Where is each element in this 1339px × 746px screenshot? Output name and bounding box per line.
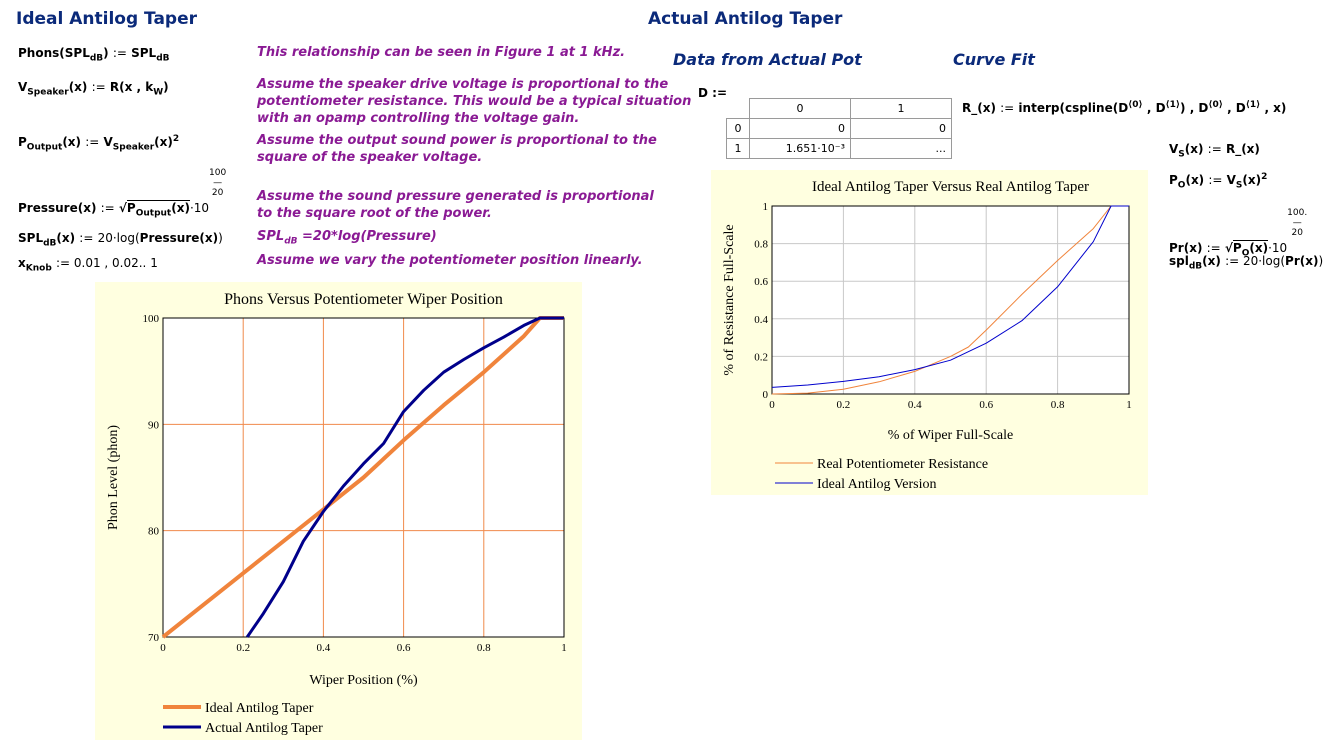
- y-tick-label: 0: [763, 389, 769, 401]
- x-tick-label: 0.8: [1051, 399, 1065, 411]
- x-tick-label: 0.2: [236, 642, 250, 654]
- matrix-row[interactable]: 1 1.651·10⁻³ ...: [726, 138, 952, 159]
- heading-curve-fit: Curve Fit: [953, 50, 1035, 69]
- comment-poutput: Assume the output sound power is proport…: [257, 133, 657, 165]
- x-axis-label: % of Wiper Full-Scale: [888, 428, 1014, 443]
- y-axis-label: % of Resistance Full-Scale: [722, 224, 737, 375]
- plot-frame: [771, 205, 1130, 395]
- equation-r-interp[interactable]: R_(x) := interp(cspline(D⟨0⟩ , D⟨1⟩) , D…: [962, 100, 1287, 115]
- comment-spl-text: =20*log(Pressure): [302, 229, 437, 244]
- legend-label: Real Potentiometer Resistance: [817, 457, 988, 472]
- equation-pressure[interactable]: Pressure(x) := √POutput(x)·10100—20: [18, 168, 227, 219]
- x-tick-label: 1: [1126, 399, 1132, 411]
- equation-vspeaker[interactable]: VSpeaker(x) := R(x , kW): [18, 80, 169, 98]
- y-tick-label: 90: [148, 419, 160, 431]
- y-tick-label: 0.8: [754, 239, 768, 251]
- matrix-col-header: 0: [749, 98, 851, 119]
- comment-spl: SPLdB =20*log(Pressure): [257, 229, 437, 247]
- legend-label: Ideal Antilog Taper: [205, 701, 314, 716]
- matrix-label: D :=: [698, 86, 727, 100]
- chart-taper[interactable]: Ideal Antilog Taper Versus Real Antilog …: [711, 170, 1148, 495]
- equation-xknob[interactable]: xKnob := 0.01 , 0.02.. 1: [18, 256, 158, 274]
- x-tick-label: 0.8: [477, 642, 491, 654]
- matrix-row-index: 1: [726, 138, 750, 159]
- x-tick-label: 0.6: [979, 399, 993, 411]
- y-axis-label: Phon Level (phon): [106, 425, 121, 530]
- x-tick-label: 0.4: [908, 399, 922, 411]
- chart-title: Ideal Antilog Taper Versus Real Antilog …: [812, 179, 1089, 195]
- plot-frame: [162, 317, 565, 638]
- y-tick-label: 70: [148, 632, 160, 644]
- plot-area: [772, 206, 1129, 394]
- comment-vspeaker: Assume the speaker drive voltage is prop…: [257, 77, 692, 126]
- chart-taper-svg: Ideal Antilog Taper Versus Real Antilog …: [722, 179, 1132, 492]
- series-line-a: [161, 316, 564, 639]
- chart-phons-svg: Phons Versus Potentiometer Wiper Positio…: [106, 291, 567, 736]
- matrix-cell[interactable]: 0: [749, 118, 851, 139]
- matrix-row[interactable]: 0 0 0: [726, 118, 952, 139]
- series-line-a: [771, 205, 1129, 395]
- chart-title: Phons Versus Potentiometer Wiper Positio…: [224, 291, 503, 308]
- x-tick-label: 1: [561, 642, 567, 654]
- heading-data-from-pot: Data from Actual Pot: [673, 50, 862, 69]
- matrix-cell[interactable]: 1.651·10⁻³: [749, 138, 851, 159]
- series-line-b: [245, 316, 564, 638]
- matrix-D[interactable]: 0 1 0 0 0 1 1.651·10⁻³ ...: [726, 98, 952, 159]
- legend-label: Ideal Antilog Version: [817, 477, 937, 492]
- equation-vs[interactable]: VS(x) := R_(x): [1169, 142, 1260, 160]
- y-tick-label: 1: [763, 201, 769, 213]
- equation-po[interactable]: PO(x) := VS(x)2: [1169, 172, 1268, 191]
- comment-phons: This relationship can be seen in Figure …: [257, 45, 626, 60]
- section-title-actual: Actual Antilog Taper: [648, 9, 843, 29]
- matrix-cell[interactable]: ...: [850, 138, 952, 159]
- equation-poutput[interactable]: POutput(x) := VSpeaker(x)2: [18, 134, 180, 153]
- y-tick-label: 0.4: [754, 314, 768, 326]
- comment-xknob: Assume we vary the potentiometer positio…: [257, 253, 643, 268]
- section-title-ideal: Ideal Antilog Taper: [16, 9, 198, 29]
- x-tick-label: 0.6: [397, 642, 411, 654]
- equation-phons[interactable]: Phons(SPLdB) := SPLdB: [18, 46, 170, 64]
- x-tick-label: 0.2: [837, 399, 851, 411]
- y-tick-label: 80: [148, 526, 160, 538]
- matrix-row-index: 0: [726, 118, 750, 139]
- equation-pr[interactable]: Pr(x) := √PO(x)·10100. —20: [1169, 208, 1308, 259]
- matrix-col-header: 1: [850, 98, 952, 119]
- equation-spl[interactable]: SPLdB(x) := 20·log(Pressure(x)): [18, 231, 223, 249]
- series-line-b: [771, 205, 1129, 388]
- equation-spl-db[interactable]: spldB(x) := 20·log(Pr(x)): [1169, 254, 1324, 272]
- x-tick-label: 0: [160, 642, 166, 654]
- comment-pressure: Assume the sound pressure generated is p…: [257, 189, 654, 221]
- x-axis-label: Wiper Position (%): [309, 673, 418, 688]
- x-tick-label: 0.4: [317, 642, 331, 654]
- y-tick-label: 0.6: [754, 276, 768, 288]
- x-tick-label: 0: [769, 399, 775, 411]
- legend-label: Actual Antilog Taper: [205, 721, 323, 736]
- y-tick-label: 100: [143, 313, 160, 325]
- chart-phons[interactable]: Phons Versus Potentiometer Wiper Positio…: [95, 282, 582, 740]
- y-tick-label: 0.2: [754, 351, 768, 363]
- matrix-cell[interactable]: 0: [850, 118, 952, 139]
